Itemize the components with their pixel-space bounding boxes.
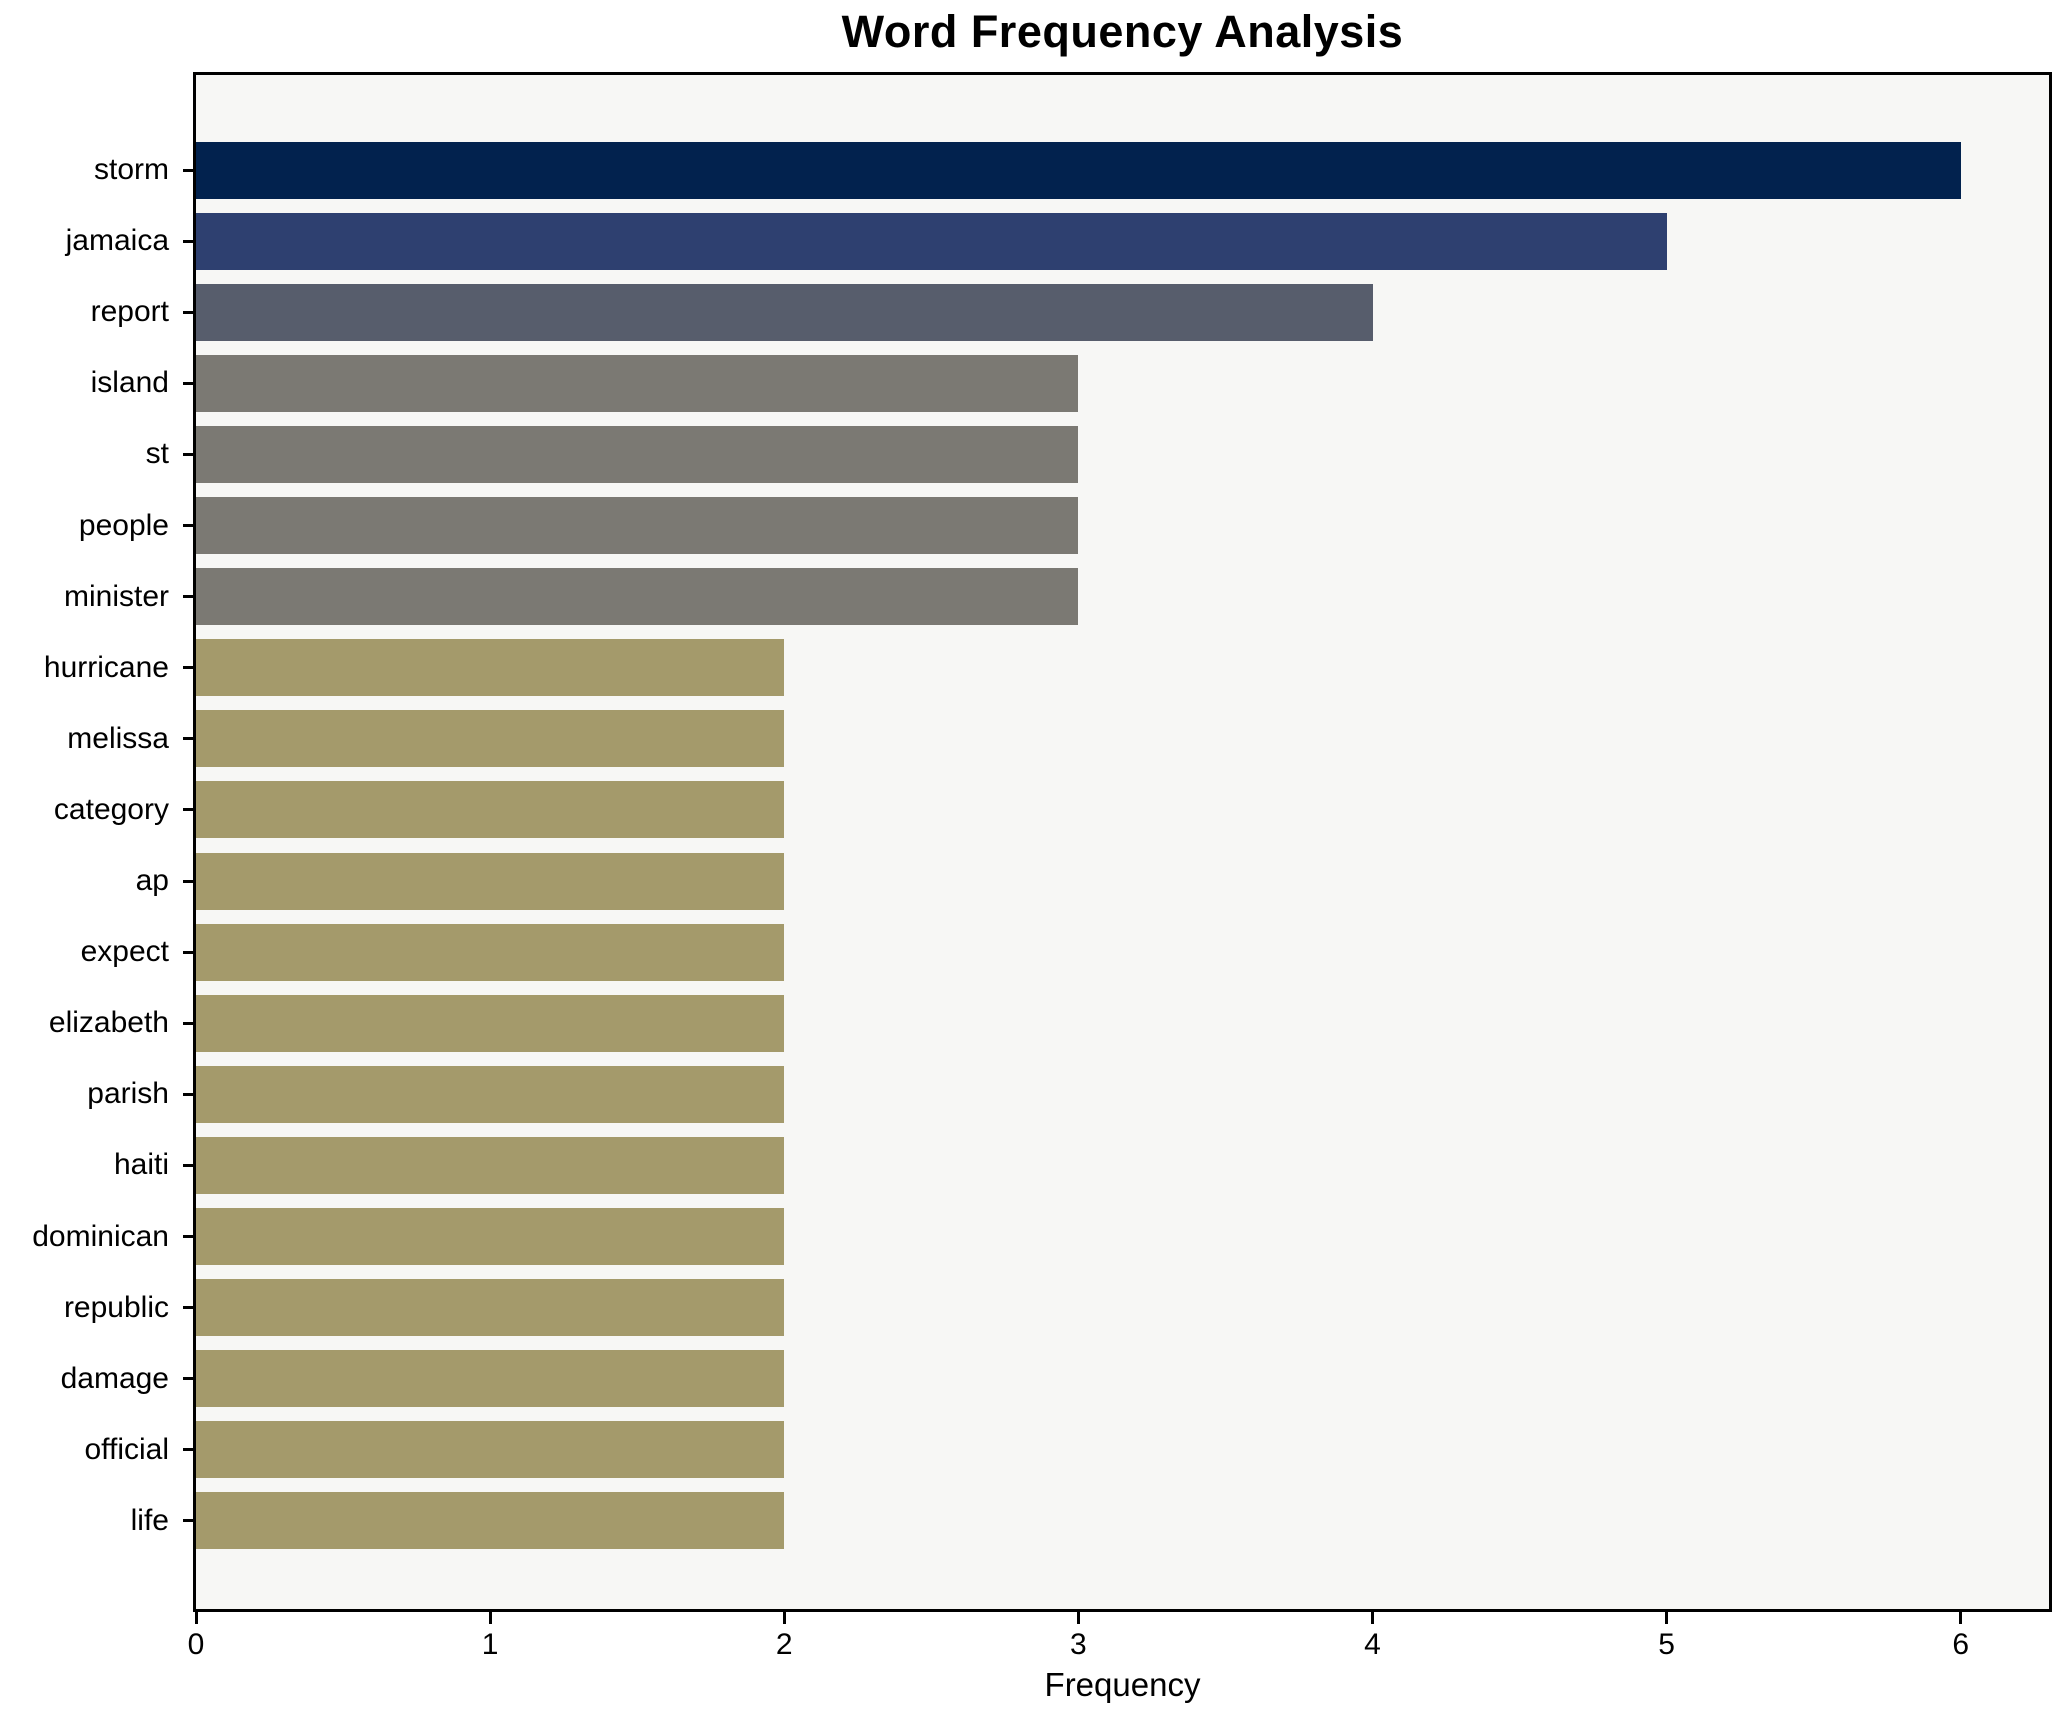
x-axis-label: Frequency	[1044, 1666, 1201, 1703]
x-tick-label-0: 0	[187, 1628, 205, 1661]
x-tick-mark	[1665, 1612, 1669, 1624]
y-tick-label-life: life	[130, 1503, 169, 1537]
y-tick-mark	[183, 1092, 193, 1096]
x-tick-mark	[782, 1612, 786, 1624]
chart-title: Word Frequency Analysis	[841, 6, 1404, 57]
x-tick-mark	[1076, 1612, 1080, 1624]
bar-ap	[196, 852, 785, 910]
y-tick-label-hurricane: hurricane	[43, 650, 169, 684]
y-tick-mark	[183, 950, 193, 954]
y-tick-label-elizabeth: elizabeth	[48, 1006, 169, 1040]
bar-report	[196, 283, 1373, 341]
y-tick-mark	[183, 666, 193, 670]
y-tick-label-expect: expect	[80, 935, 169, 969]
bar-hurricane	[196, 639, 785, 697]
y-tick-label-melissa: melissa	[67, 721, 169, 755]
x-tick-mark	[488, 1612, 492, 1624]
bar-expect	[196, 923, 785, 981]
bar-category	[196, 781, 785, 839]
bar-melissa	[196, 710, 785, 768]
x-tick-label-2: 2	[775, 1628, 793, 1661]
bar-parish	[196, 1065, 785, 1123]
bar-island	[196, 354, 1079, 412]
bar-storm	[196, 141, 1961, 199]
y-tick-mark	[183, 595, 193, 599]
y-tick-label-republic: republic	[63, 1290, 169, 1324]
x-tick-label-1: 1	[481, 1628, 499, 1661]
y-tick-label-minister: minister	[63, 579, 169, 613]
x-tick-label-5: 5	[1658, 1628, 1675, 1661]
y-tick-mark	[183, 1377, 193, 1381]
bar-dominican	[196, 1208, 785, 1265]
y-tick-mark	[183, 1163, 193, 1167]
x-tick-mark	[1371, 1612, 1374, 1624]
y-tick-label-dominican: dominican	[32, 1219, 169, 1253]
y-tick-mark	[183, 239, 193, 243]
y-tick-label-people: people	[78, 508, 169, 542]
bar-life	[196, 1492, 785, 1550]
y-tick-label-st: st	[145, 437, 169, 471]
y-tick-label-jamaica: jamaica	[65, 224, 169, 258]
x-tick-label-4: 4	[1364, 1628, 1381, 1661]
bar-st	[196, 425, 1079, 483]
y-tick-label-official: official	[84, 1432, 170, 1466]
x-tick-label-6: 6	[1952, 1628, 1970, 1661]
bar-people	[196, 497, 1079, 554]
y-tick-label-ap: ap	[135, 864, 169, 897]
y-tick-mark	[183, 737, 193, 741]
y-tick-mark	[183, 524, 193, 527]
y-tick-mark	[183, 1519, 193, 1523]
y-tick-mark	[183, 310, 193, 314]
y-tick-mark	[183, 381, 193, 385]
bar-republic	[196, 1279, 785, 1337]
y-tick-mark	[183, 879, 193, 883]
y-tick-mark	[183, 808, 193, 812]
bar-haiti	[196, 1136, 785, 1194]
y-tick-label-report: report	[90, 295, 169, 329]
y-tick-mark	[183, 1448, 193, 1452]
bar-elizabeth	[196, 994, 785, 1052]
y-tick-mark	[183, 1021, 193, 1025]
y-tick-label-storm: storm	[94, 153, 169, 186]
plot-area	[193, 72, 2052, 1612]
y-tick-mark	[183, 1306, 193, 1310]
x-tick-mark	[194, 1612, 198, 1624]
bar-jamaica	[196, 212, 1667, 270]
y-tick-label-haiti: haiti	[113, 1148, 169, 1182]
y-tick-label-parish: parish	[87, 1077, 169, 1111]
bar-minister	[196, 568, 1079, 626]
bar-official	[196, 1421, 785, 1479]
y-tick-label-island: island	[90, 366, 169, 400]
bar-damage	[196, 1350, 785, 1408]
y-tick-label-category: category	[53, 792, 169, 826]
x-tick-mark	[1959, 1612, 1963, 1624]
x-tick-label-3: 3	[1070, 1628, 1087, 1661]
y-tick-mark	[183, 168, 193, 172]
y-tick-label-damage: damage	[60, 1361, 169, 1395]
y-tick-mark	[183, 1235, 193, 1238]
y-tick-mark	[183, 452, 193, 456]
